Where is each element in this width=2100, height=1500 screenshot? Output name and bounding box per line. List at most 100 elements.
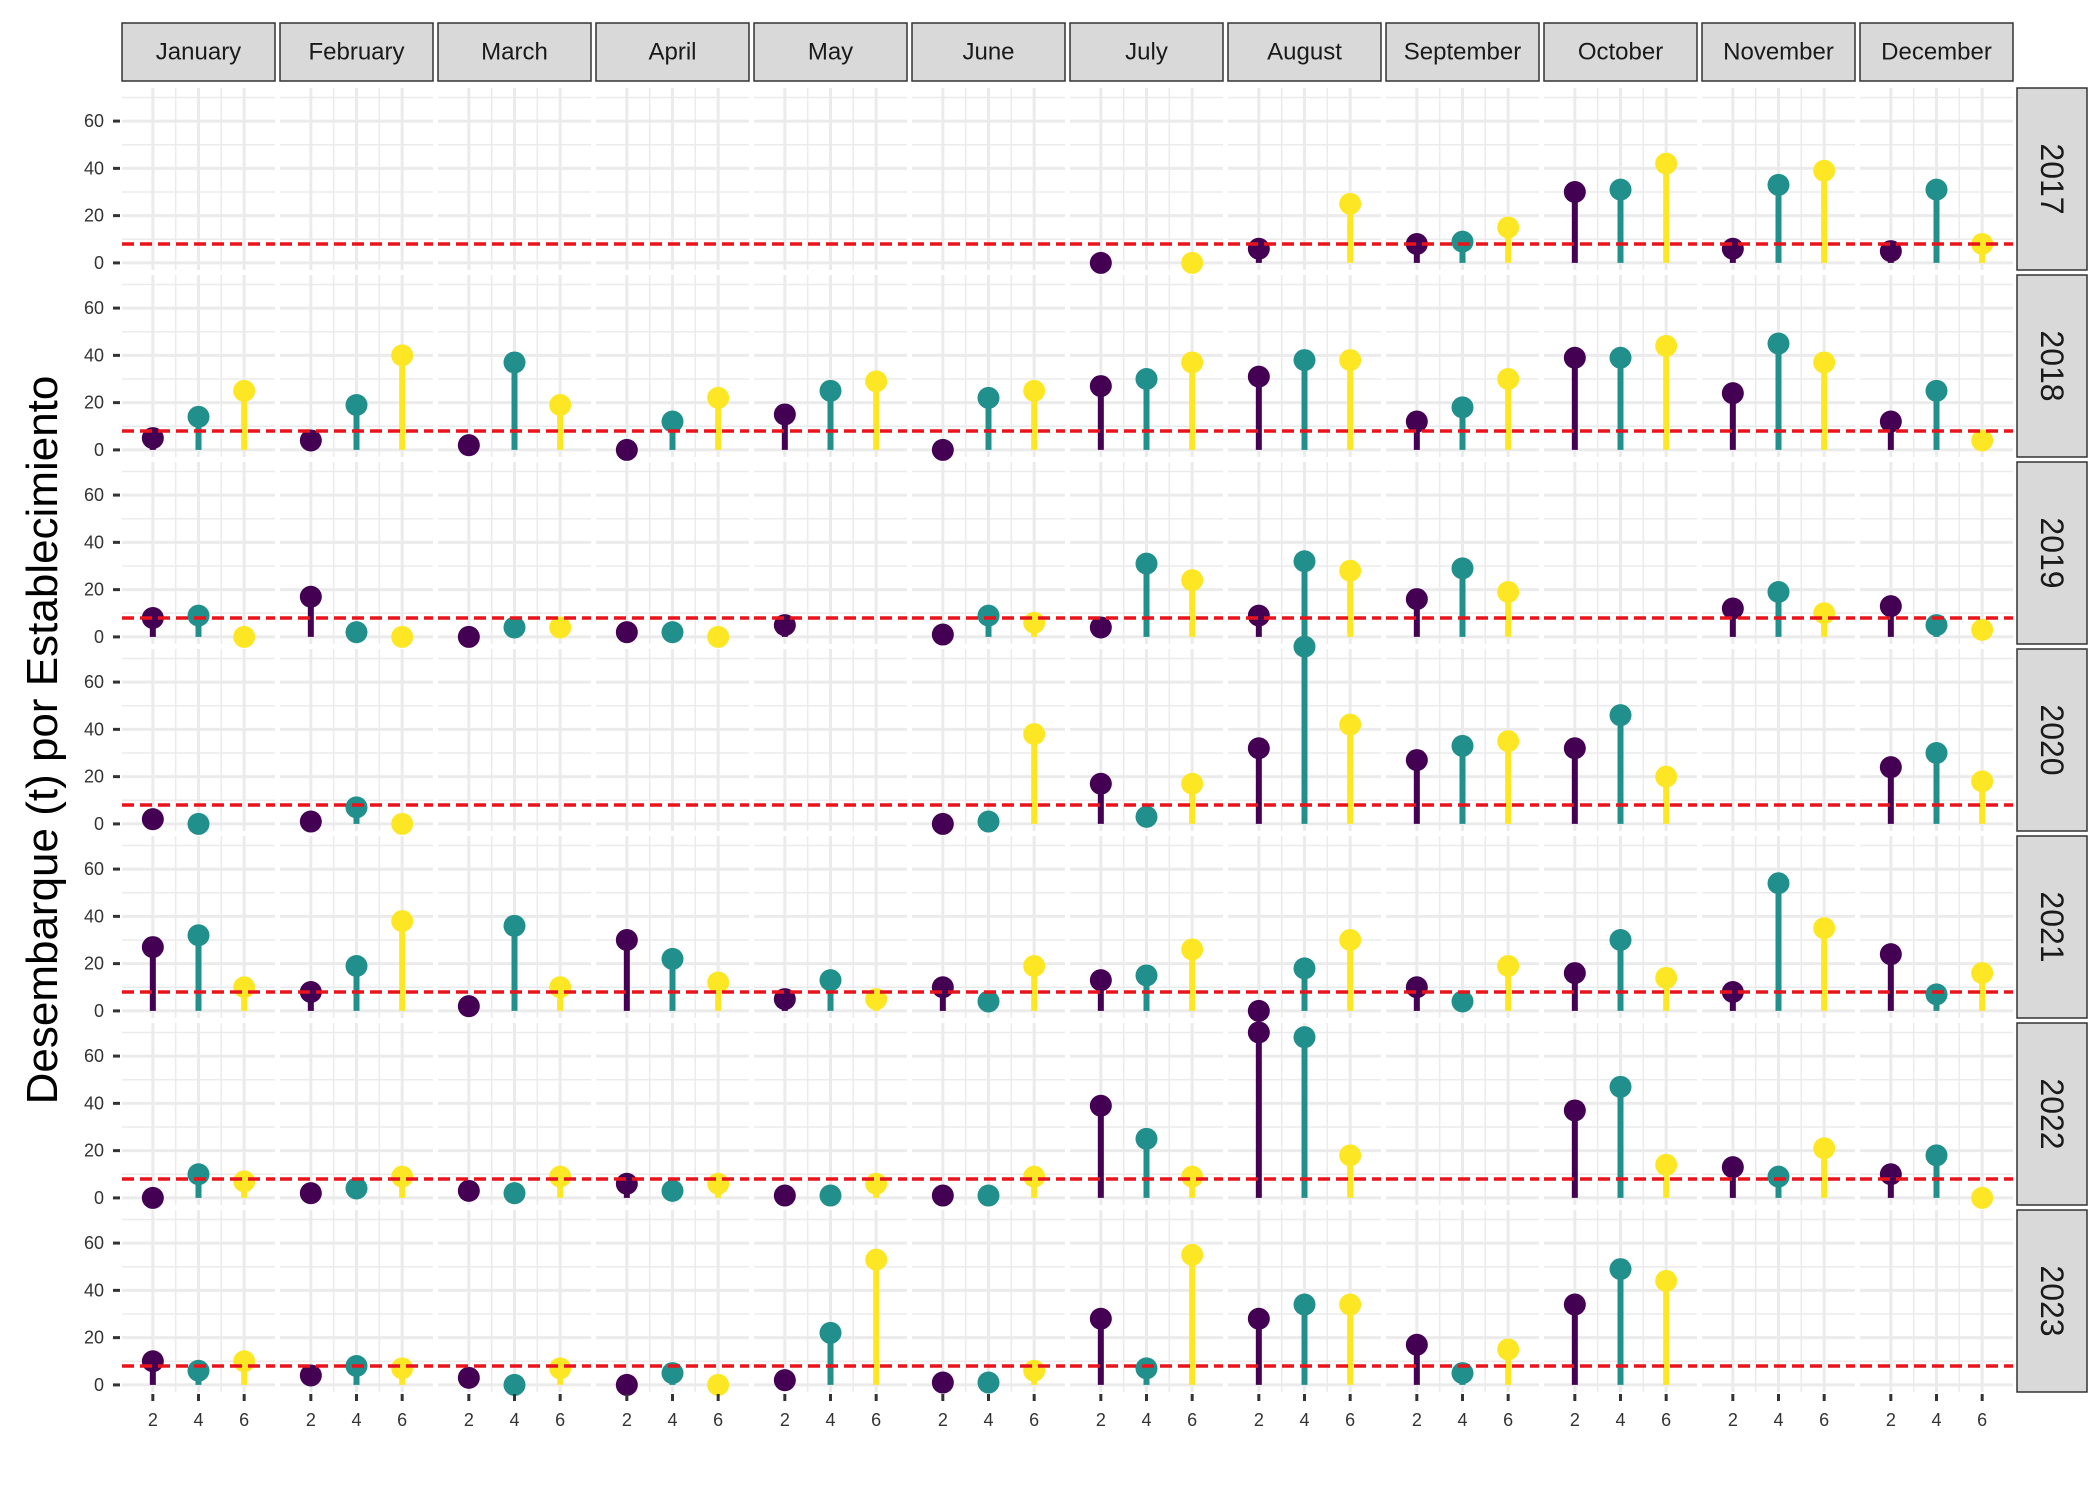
lollipop-point bbox=[819, 1321, 842, 1344]
x-tick-label: 4 bbox=[1141, 1410, 1151, 1430]
lollipop-point bbox=[1247, 999, 1270, 1022]
lollipop-point bbox=[503, 616, 526, 639]
lollipop-point bbox=[233, 976, 256, 999]
y-tick-label: 40 bbox=[84, 345, 104, 365]
lollipop-point bbox=[707, 386, 730, 409]
y-tick-label: 0 bbox=[94, 1001, 104, 1021]
x-tick-label: 2 bbox=[1254, 1410, 1264, 1430]
lollipop-point bbox=[1563, 1293, 1586, 1316]
panel-2021-may bbox=[754, 836, 907, 1018]
y-axis-title: Desembarque (t) por Establecimiento bbox=[18, 376, 67, 1105]
lollipop-point bbox=[1563, 181, 1586, 203]
lollipop-point bbox=[1089, 1307, 1112, 1330]
x-tick-label: 6 bbox=[1345, 1410, 1355, 1430]
lollipop-point bbox=[1451, 990, 1474, 1013]
lollipop-point bbox=[1023, 611, 1046, 634]
lollipop-point bbox=[1135, 805, 1158, 828]
lollipop-point bbox=[1813, 917, 1836, 940]
lollipop-point bbox=[1023, 1165, 1046, 1188]
panel-2020-july bbox=[1070, 649, 1223, 831]
strip-background bbox=[1385, 22, 1540, 82]
lollipop-point bbox=[931, 812, 954, 835]
lollipop-point bbox=[1655, 966, 1678, 989]
strip-year-2020: 2020 bbox=[2016, 648, 2088, 832]
lollipop-point bbox=[1023, 723, 1046, 746]
strip-month-december: December bbox=[1859, 22, 2014, 82]
panel-2019-september bbox=[1386, 462, 1539, 644]
x-tick-label: 2 bbox=[938, 1410, 948, 1430]
panel-2022-april bbox=[596, 1023, 749, 1205]
x-tick-label: 4 bbox=[983, 1410, 993, 1430]
y-tick-label: 40 bbox=[84, 906, 104, 926]
lollipop-point bbox=[503, 351, 526, 374]
panel-2018-february bbox=[280, 275, 433, 457]
lollipop-point bbox=[931, 1184, 954, 1207]
strip-month-label: January bbox=[156, 39, 241, 66]
y-tick-label: 60 bbox=[84, 485, 104, 505]
lollipop-point bbox=[1497, 955, 1520, 977]
x-tick-label: 2 bbox=[464, 1410, 474, 1430]
strip-year-label: 2023 bbox=[2034, 1265, 2070, 1336]
panel-2023-march bbox=[438, 1210, 591, 1396]
lollipop-point bbox=[457, 1179, 480, 1202]
strip-year-2018: 2018 bbox=[2016, 274, 2088, 458]
panel-2018-march bbox=[438, 275, 591, 457]
panel-2019-december bbox=[1860, 462, 2013, 644]
strip-year-label: 2017 bbox=[2034, 143, 2070, 214]
lollipop-point bbox=[1609, 346, 1632, 369]
strip-year-label: 2021 bbox=[2034, 891, 2070, 962]
lollipop-point bbox=[1181, 1165, 1204, 1188]
x-tick-label: 6 bbox=[1661, 1410, 1671, 1430]
strip-month-october: October bbox=[1543, 22, 1698, 82]
y-tick-label: 40 bbox=[84, 1280, 104, 1300]
lollipop-point bbox=[931, 1371, 954, 1394]
strip-year-2017: 2017 bbox=[2016, 87, 2088, 271]
strip-background bbox=[1859, 22, 2014, 82]
lollipop-point bbox=[931, 623, 954, 646]
lollipop-point bbox=[1879, 1163, 1902, 1186]
lollipop-point bbox=[1181, 351, 1204, 374]
lollipop-point bbox=[1247, 604, 1270, 627]
lollipop-point bbox=[977, 1184, 1000, 1207]
lollipop-point bbox=[549, 1165, 572, 1188]
lollipop-point bbox=[503, 1373, 526, 1396]
lollipop-point bbox=[1609, 929, 1632, 951]
panel-2017-august bbox=[1228, 88, 1381, 270]
lollipop-point bbox=[1925, 1144, 1948, 1167]
lollipop-point bbox=[1247, 737, 1270, 760]
panel-2023-november bbox=[1702, 1210, 1855, 1392]
panel-2023-june bbox=[912, 1210, 1065, 1394]
strips-layer: 2017 2018 2019 2020 2021 2022 2023 January Febru… bbox=[121, 22, 2088, 1393]
x-tick-label: 2 bbox=[1728, 1410, 1738, 1430]
lollipop-point bbox=[1405, 588, 1428, 611]
strip-background bbox=[2016, 835, 2088, 1019]
y-tick-label: 0 bbox=[94, 1188, 104, 1208]
y-tick-label: 40 bbox=[84, 719, 104, 739]
panel-2019-november bbox=[1702, 462, 1855, 644]
panels-layer bbox=[122, 88, 2013, 1396]
lollipop-point bbox=[457, 995, 480, 1018]
lollipop-point bbox=[1879, 595, 1902, 618]
lollipop-point bbox=[865, 1172, 888, 1195]
lollipop-point bbox=[1767, 173, 1790, 196]
lollipop-point bbox=[1405, 976, 1428, 999]
panel-2022-january bbox=[122, 1023, 275, 1209]
lollipop-point bbox=[1813, 351, 1836, 374]
x-tick-label: 4 bbox=[667, 1410, 677, 1430]
lollipop-point bbox=[233, 379, 256, 402]
lollipop-point bbox=[141, 607, 164, 629]
strip-month-label: December bbox=[1881, 39, 1992, 66]
lollipop-point bbox=[819, 379, 842, 402]
lollipop-point bbox=[1293, 1026, 1316, 1049]
panel-2018-april bbox=[596, 275, 749, 461]
panel-2022-november bbox=[1702, 1023, 1855, 1205]
panel-2018-january bbox=[122, 275, 275, 457]
panel-2023-may bbox=[754, 1210, 907, 1392]
y-tick-label: 0 bbox=[94, 627, 104, 647]
lollipop-point bbox=[299, 1364, 322, 1387]
lollipop-point bbox=[1339, 192, 1362, 215]
lollipop-point bbox=[391, 344, 414, 367]
y-tick-label: 20 bbox=[84, 580, 104, 600]
strip-month-august: August bbox=[1227, 22, 1382, 82]
y-tick-label: 0 bbox=[94, 1375, 104, 1395]
